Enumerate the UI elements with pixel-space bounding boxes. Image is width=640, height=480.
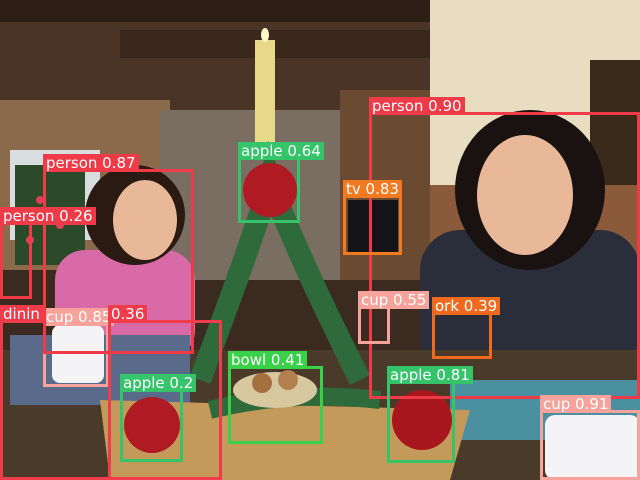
right-person-face bbox=[477, 135, 573, 255]
detection-label: apple 0.81 bbox=[387, 366, 473, 384]
detection-box-person-far-left: person 0.26 bbox=[0, 207, 96, 299]
detection-label: tv 0.83 bbox=[343, 180, 402, 198]
tray bbox=[100, 400, 470, 480]
detection-label: apple 0.64 bbox=[238, 142, 324, 160]
detection-box-apple-left: apple 0.2 bbox=[120, 374, 197, 462]
detection-label: cup 0.55 bbox=[358, 291, 430, 309]
cup-blue-shape bbox=[52, 325, 104, 383]
cup-right-shape bbox=[545, 415, 640, 480]
detection-box-apple-top: apple 0.64 bbox=[238, 142, 324, 223]
nut bbox=[278, 370, 298, 390]
detection-label: person 0.26 bbox=[0, 207, 96, 225]
ceiling-beam bbox=[0, 0, 460, 22]
detection-box-person-left: person 0.87 bbox=[43, 154, 194, 354]
detection-box-fork: ork 0.39 bbox=[432, 297, 501, 359]
apple-right-fruit bbox=[392, 390, 452, 450]
nut bbox=[252, 373, 272, 393]
detection-box-cup-blue: cup 0.85 bbox=[43, 308, 115, 387]
left-person-face bbox=[113, 180, 177, 260]
detection-box-person-right: person 0.90 bbox=[369, 97, 640, 399]
detection-box-cup-middle: cup 0.55 bbox=[358, 291, 430, 344]
candle bbox=[255, 40, 275, 160]
apple-left-fruit bbox=[124, 397, 180, 453]
detection-label: person 0.87 bbox=[43, 154, 139, 172]
candle-flame bbox=[261, 28, 269, 42]
detection-box-bowl: bowl 0.41 bbox=[228, 351, 323, 444]
detection-box-apple-right: apple 0.81 bbox=[387, 366, 473, 463]
ceiling-beam-2 bbox=[120, 30, 440, 58]
detection-label: cup 0.91 bbox=[540, 395, 612, 413]
detection-label: apple 0.2 bbox=[120, 374, 197, 392]
detection-label: dinin bbox=[0, 305, 43, 323]
detection-box-tv: tv 0.83 bbox=[343, 180, 402, 255]
tv-screen bbox=[348, 200, 398, 252]
apple-top-fruit bbox=[243, 163, 297, 217]
detection-label: 0.36 bbox=[108, 305, 148, 323]
detection-label: ork 0.39 bbox=[432, 297, 501, 315]
detection-label: bowl 0.41 bbox=[228, 351, 308, 369]
detection-box-cup-right: cup 0.91 bbox=[540, 395, 640, 480]
detection-label: person 0.90 bbox=[369, 97, 465, 115]
tree-light bbox=[36, 196, 44, 204]
detection-box-dining-score: 0.36 bbox=[108, 305, 222, 480]
detection-label: cup 0.85 bbox=[43, 308, 115, 326]
